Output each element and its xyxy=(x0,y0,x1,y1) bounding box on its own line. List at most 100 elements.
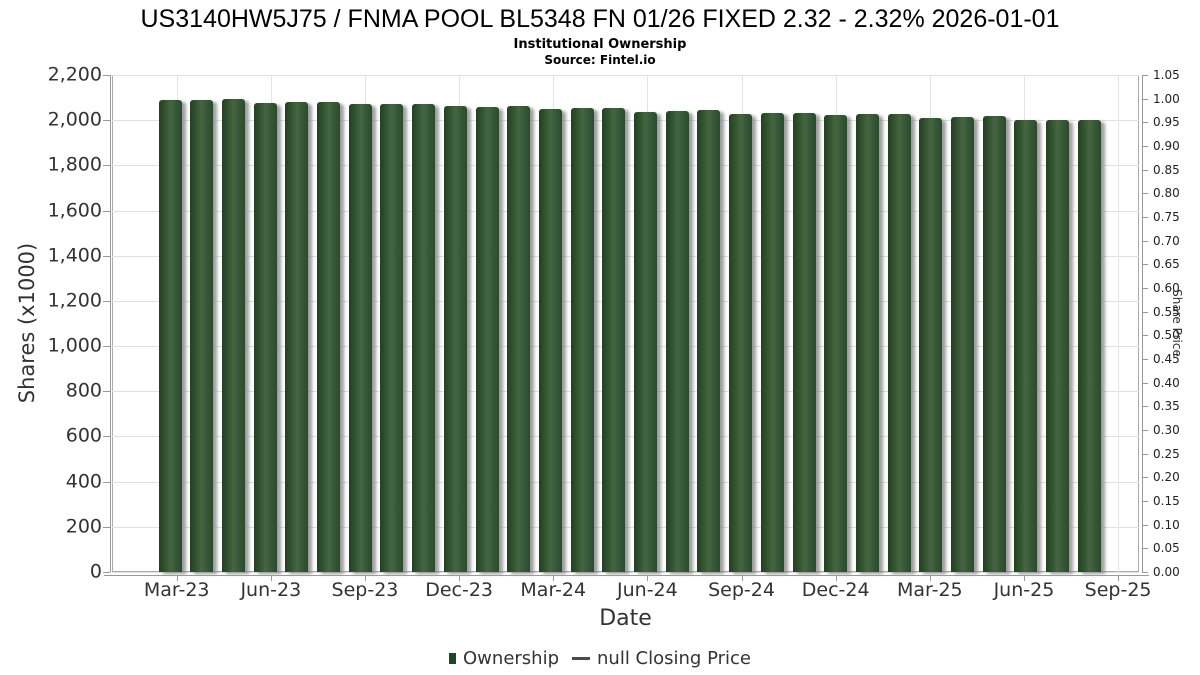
ownership-legend-square-icon xyxy=(449,652,457,664)
x-axis-tick-label: Sep-23 xyxy=(331,579,399,601)
ownership-bar xyxy=(602,107,626,572)
y-axis-tick xyxy=(103,255,110,257)
right-axis-tick xyxy=(1142,501,1148,502)
x-axis-tick-label: Sep-25 xyxy=(1084,579,1152,601)
ownership-bar xyxy=(1046,119,1070,572)
ownership-bar xyxy=(982,116,1006,572)
ownership-bar xyxy=(760,113,784,572)
right-axis-tick xyxy=(1142,572,1148,573)
y-axis-tick-label: 0 xyxy=(89,560,102,583)
right-axis-tick xyxy=(1142,288,1148,289)
right-axis-tick xyxy=(1142,430,1148,431)
right-axis-tick-label: 1.00 xyxy=(1153,91,1180,106)
y-axis-line-left xyxy=(110,75,111,572)
right-axis-tick xyxy=(1142,311,1148,313)
right-axis-tick-label: 0.70 xyxy=(1153,233,1180,248)
ownership-bar xyxy=(634,111,657,572)
ownership-bar xyxy=(158,99,182,572)
horizontal-gridline xyxy=(112,572,1139,573)
ownership-bar xyxy=(443,106,467,572)
right-axis-tick xyxy=(1142,217,1148,218)
y-axis-tick xyxy=(103,526,110,528)
x-axis-tick xyxy=(176,575,178,581)
y-axis-tick-label: 1,400 xyxy=(47,244,102,267)
y-axis-tick xyxy=(103,572,110,573)
horizontal-gridline xyxy=(112,346,1139,348)
right-axis-tick-label: 0.35 xyxy=(1153,399,1180,414)
vertical-gridline xyxy=(1118,75,1120,572)
right-axis-tick xyxy=(1142,453,1148,455)
right-axis-tick-label: 0.40 xyxy=(1153,375,1180,390)
horizontal-gridline xyxy=(112,120,1139,122)
legend-label-ownership: Ownership xyxy=(463,647,560,669)
y-axis-tick xyxy=(103,210,110,212)
ownership-bar xyxy=(475,107,499,572)
y-axis-title-left: Shares (x1000) xyxy=(15,242,39,404)
right-axis-tick-label: 0.60 xyxy=(1153,281,1180,295)
horizontal-gridline xyxy=(112,300,1139,302)
horizontal-gridline xyxy=(112,75,1139,76)
x-axis-tick-label: Jun-25 xyxy=(993,579,1055,601)
right-axis-tick xyxy=(1142,524,1148,526)
right-axis-tick xyxy=(1142,359,1148,360)
y-axis-tick xyxy=(103,346,110,348)
x-axis-tick xyxy=(553,575,555,581)
chart-source: Source: Fintel.io xyxy=(544,53,656,67)
x-axis-title: Date xyxy=(599,606,652,631)
right-axis-tick xyxy=(1142,548,1148,550)
x-axis-tick xyxy=(647,575,649,581)
ownership-bar xyxy=(824,114,848,572)
ownership-bar xyxy=(951,117,974,572)
y-axis-tick xyxy=(103,120,110,122)
x-axis-tick-label: Sep-24 xyxy=(708,579,775,601)
right-axis-tick-label: 0.65 xyxy=(1153,257,1180,272)
horizontal-gridline xyxy=(112,165,1139,167)
right-axis-tick xyxy=(1142,193,1148,195)
y-axis-tick xyxy=(103,75,110,76)
x-axis-tick-label: Mar-24 xyxy=(520,579,587,601)
chart-title: US3140HW5J75 / FNMA POOL BL5348 FN 01/26… xyxy=(140,5,1060,33)
horizontal-gridline xyxy=(112,391,1139,393)
right-axis-tick-label: 0.45 xyxy=(1153,352,1180,366)
right-axis-tick-label: 0.30 xyxy=(1153,423,1180,437)
ownership-bar xyxy=(887,113,911,572)
ownership-bar xyxy=(538,109,562,572)
ownership-bar xyxy=(697,109,721,572)
ownership-bar xyxy=(919,117,943,572)
y-axis-tick-label: 1,200 xyxy=(47,289,102,312)
y-axis-tick-label: 1,800 xyxy=(47,153,102,176)
y-axis-tick-label: 800 xyxy=(65,379,102,402)
right-axis-tick-label: 0.55 xyxy=(1153,304,1180,319)
x-axis-tick xyxy=(835,575,837,581)
ownership-bar xyxy=(665,111,689,572)
horizontal-gridline xyxy=(112,481,1139,483)
y-axis-tick-label: 1,600 xyxy=(47,199,102,222)
right-axis-tick-label: 0.50 xyxy=(1153,328,1180,343)
y-axis-tick xyxy=(103,391,110,393)
x-axis-tick-label: Mar-23 xyxy=(143,579,210,601)
x-axis-line xyxy=(104,575,1149,576)
ownership-bar xyxy=(1014,120,1038,572)
right-axis-tick xyxy=(1142,240,1148,242)
right-axis-tick-label: 0.15 xyxy=(1153,494,1180,508)
right-axis-tick xyxy=(1142,98,1148,100)
horizontal-gridline xyxy=(112,255,1139,257)
x-axis-tick-label: Mar-25 xyxy=(896,579,963,601)
right-axis-tick-label: 0.75 xyxy=(1153,210,1180,224)
right-axis-tick xyxy=(1142,382,1148,384)
ownership-bar xyxy=(348,104,372,572)
y-axis-tick-label: 400 xyxy=(65,470,102,493)
y-axis-tick-label: 1,000 xyxy=(47,334,102,357)
right-axis-tick-label: 0.05 xyxy=(1153,541,1180,556)
ownership-bar xyxy=(570,108,594,572)
right-axis-tick-label: 0.25 xyxy=(1153,446,1180,461)
right-axis-tick xyxy=(1142,75,1148,76)
y-axis-line-right xyxy=(1142,75,1143,572)
right-axis-tick xyxy=(1142,335,1148,337)
right-axis-tick xyxy=(1142,477,1148,479)
ownership-bar xyxy=(1077,119,1101,572)
right-axis-tick xyxy=(1142,406,1148,408)
x-axis-tick xyxy=(364,575,366,581)
right-axis-tick xyxy=(1142,122,1148,124)
